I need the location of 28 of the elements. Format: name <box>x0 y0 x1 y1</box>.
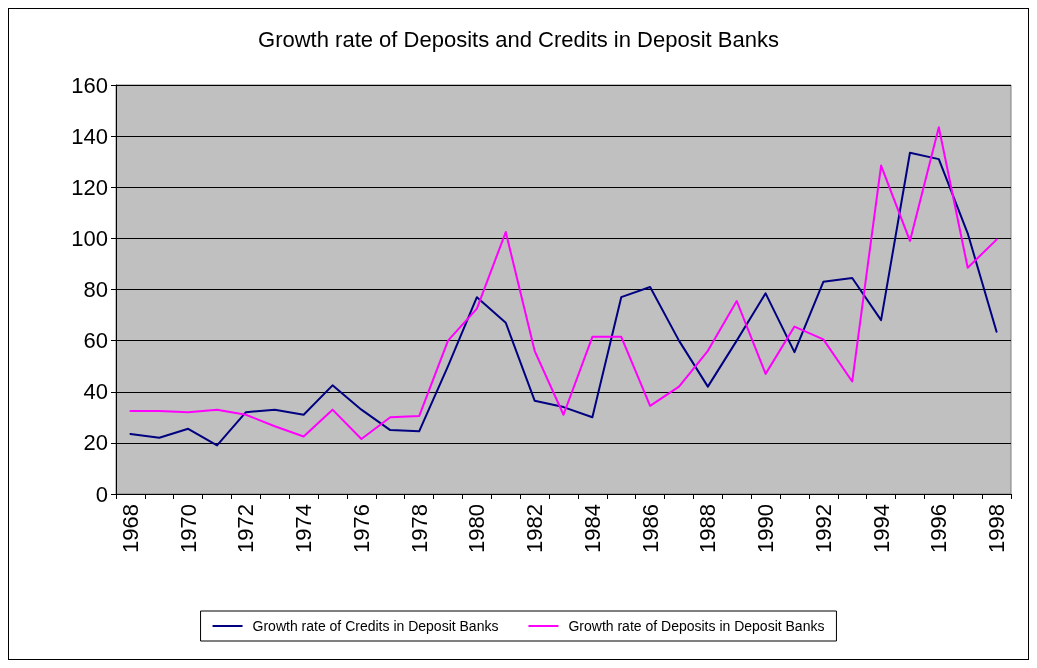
y-tick-label: 60 <box>83 328 108 354</box>
x-tick-label: 1986 <box>637 504 663 553</box>
x-tick-label: 1984 <box>579 504 605 553</box>
x-tick-label: 1992 <box>810 504 836 553</box>
x-tick-label: 1976 <box>348 504 374 553</box>
y-tick-label: 140 <box>71 123 108 149</box>
y-tick-label: 100 <box>71 225 108 251</box>
x-tick-label: 1994 <box>868 504 894 553</box>
x-tick-label: 1996 <box>926 504 952 553</box>
chart-title: Growth rate of Deposits and Credits in Deposit Banks <box>258 26 779 52</box>
x-tick-label: 1988 <box>695 504 721 553</box>
x-tick-label: 1980 <box>464 504 490 553</box>
legend-label: Growth rate of Deposits in Deposit Banks <box>568 618 825 634</box>
legend-label: Growth rate of Credits in Deposit Banks <box>252 618 499 634</box>
y-tick-label: 80 <box>83 277 108 302</box>
x-tick-label: 1998 <box>984 504 1010 553</box>
x-tick-label: 1968 <box>117 504 143 553</box>
x-tick-label: 1982 <box>522 504 548 553</box>
y-tick-label: 20 <box>83 430 108 456</box>
y-tick-label: 120 <box>71 174 108 200</box>
x-tick-label: 1978 <box>406 504 432 553</box>
y-tick-label: 160 <box>71 72 108 98</box>
x-tick-label: 1974 <box>291 504 317 553</box>
y-tick-label: 0 <box>95 481 108 507</box>
x-tick-label: 1970 <box>175 504 201 553</box>
y-tick-label: 40 <box>83 379 108 405</box>
x-tick-label: 1990 <box>753 504 779 553</box>
x-tick-label: 1972 <box>233 504 259 553</box>
